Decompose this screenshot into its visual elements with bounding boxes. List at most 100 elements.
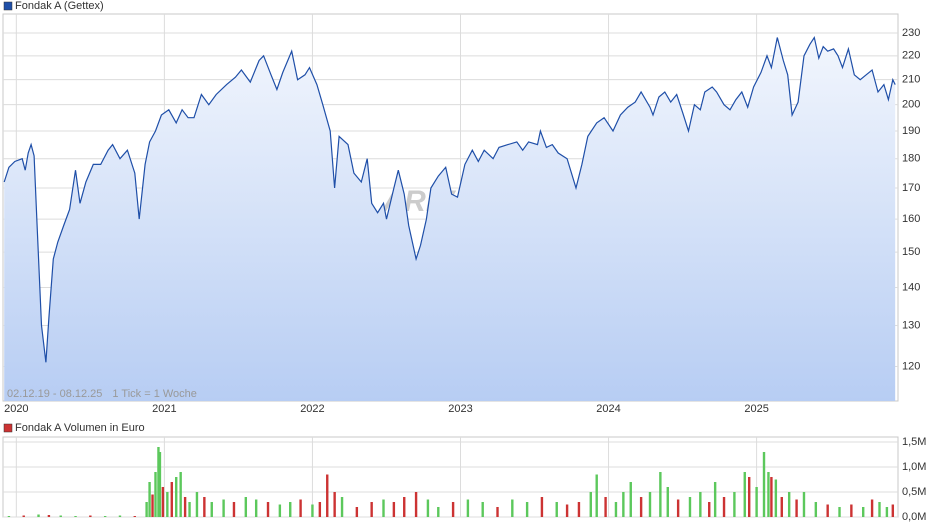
volume-bar: [722, 497, 726, 517]
volume-bar: [802, 492, 806, 517]
volume-bar: [666, 487, 669, 517]
volume-bar: [688, 497, 692, 517]
y-tick-label: 1,0M: [902, 461, 926, 473]
legend-label: Fondak A (Gettex): [15, 0, 104, 12]
volume-bar: [639, 497, 643, 517]
volume-bar: [540, 497, 544, 517]
volume-bar: [814, 502, 818, 517]
volume-bar: [89, 515, 92, 517]
volume-bar: [748, 477, 751, 517]
volume-bar: [299, 499, 302, 517]
y-tick-label: 210: [902, 74, 920, 86]
volume-bar: [762, 452, 766, 517]
volume-bar: [326, 474, 329, 517]
volume-bar: [870, 499, 874, 517]
volume-bar: [403, 497, 406, 517]
volume-bar: [699, 492, 702, 517]
volume-bar: [426, 499, 430, 517]
volume-bar: [118, 515, 122, 517]
volume-bar: [289, 502, 292, 517]
price-line: [3, 35, 896, 363]
volume-bar: [622, 492, 625, 517]
volume-bar: [826, 504, 829, 517]
volume-bar: [133, 516, 136, 517]
volume-bar: [770, 477, 773, 517]
volume-bar: [183, 497, 187, 517]
volume-bar: [466, 499, 470, 517]
volume-bar: [222, 499, 225, 517]
volume-bar: [161, 487, 165, 517]
volume-bar: [170, 482, 173, 517]
volume-bar: [755, 487, 758, 517]
volume-bar: [595, 474, 598, 517]
y-tick-label: 170: [902, 182, 920, 194]
y-tick-label: 130: [902, 319, 920, 331]
legend-label: Fondak A Volumen in Euro: [15, 422, 145, 434]
volume-bar: [743, 472, 746, 517]
volume-bar: [151, 494, 154, 517]
volume-bar: [629, 482, 632, 517]
volume-bar: [355, 507, 359, 517]
y-tick-label: 140: [902, 281, 920, 293]
volume-bar: [511, 499, 514, 517]
y-tick-label: 200: [902, 99, 920, 111]
volume-bar: [22, 515, 25, 517]
volume-bar: [787, 492, 791, 517]
y-tick-label: 0,0M: [902, 511, 926, 523]
volume-bar: [188, 502, 191, 517]
y-tick-label: 1,5M: [902, 436, 926, 448]
volume-bar: [210, 502, 213, 517]
volume-bar: [382, 499, 385, 517]
x-tick-label: 2024: [596, 403, 620, 415]
x-tick-label: 2021: [152, 403, 176, 415]
volume-bar: [166, 492, 169, 517]
volume-bar: [254, 499, 258, 517]
volume-bar: [496, 507, 499, 517]
volume-bar: [437, 507, 440, 517]
volume-bar: [333, 492, 336, 517]
volume-bar: [318, 502, 322, 517]
volume-bar: [481, 502, 484, 517]
volume-bar: [392, 502, 396, 517]
volume-bar: [340, 497, 344, 517]
y-tick-label: 160: [902, 213, 920, 225]
volume-bar: [244, 497, 248, 517]
volume-bar: [659, 472, 662, 517]
volume-bar: [74, 516, 77, 517]
volume-bar: [59, 515, 62, 517]
volume-bar: [767, 472, 770, 517]
y-tick-label: 0,5M: [902, 486, 926, 498]
volume-bar: [451, 502, 455, 517]
volume-bar: [733, 492, 736, 517]
volume-bar: [37, 514, 40, 517]
volume-bar: [850, 504, 853, 517]
volume-bar: [148, 482, 151, 517]
volume-bar: [577, 502, 581, 517]
volume-bar: [47, 515, 51, 517]
volume-bar: [370, 502, 373, 517]
volume-bar: [838, 507, 841, 517]
x-tick-label: 2022: [300, 403, 324, 415]
volume-bar: [795, 499, 798, 517]
volume-bar: [195, 492, 199, 517]
volume-bar: [525, 502, 529, 517]
x-tick-label: 2020: [4, 403, 28, 415]
legend-swatch: [3, 1, 13, 11]
y-tick-label: 150: [902, 246, 920, 258]
volume-bar: [555, 502, 558, 517]
y-tick-label: 120: [902, 360, 920, 372]
volume-bar: [7, 516, 11, 517]
x-tick-label: 2023: [448, 403, 472, 415]
volume-bar: [565, 504, 569, 517]
volume-bar: [158, 452, 162, 517]
volume-bar: [311, 504, 314, 517]
volume-bar: [589, 492, 592, 517]
volume-bar: [414, 492, 418, 517]
volume-bar: [780, 497, 783, 517]
volume-bar: [676, 499, 680, 517]
volume-bar: [203, 497, 206, 517]
volume-bar: [708, 502, 711, 517]
y-tick-label: 190: [902, 125, 920, 137]
y-tick-label: 220: [902, 50, 920, 62]
